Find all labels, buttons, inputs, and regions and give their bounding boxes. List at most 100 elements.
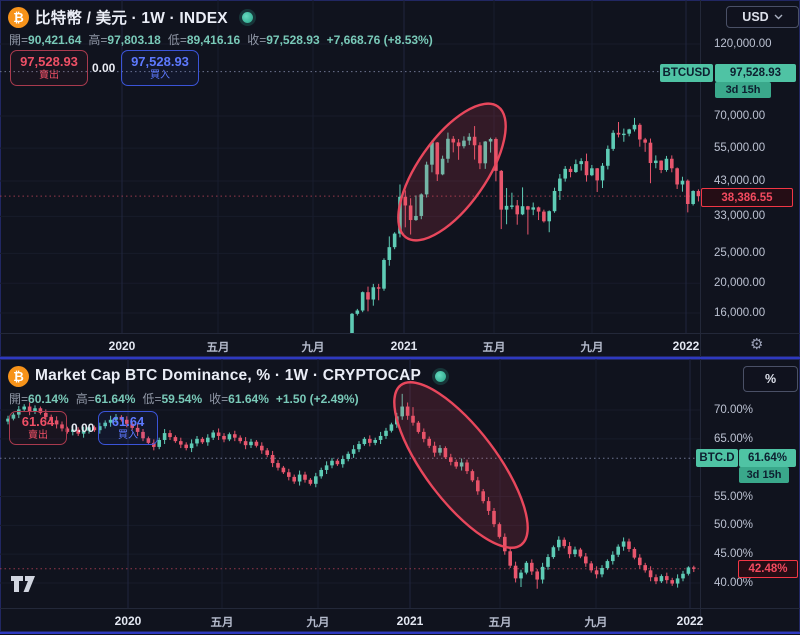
ohlc-close-label: 收= bbox=[209, 392, 229, 406]
ohlc-change-value: +1.50 (+2.49%) bbox=[275, 392, 359, 406]
grid-lines bbox=[0, 359, 700, 609]
ohlc-low-value: 89,416.16 bbox=[186, 33, 241, 47]
sell-label: 賣出 bbox=[39, 69, 59, 81]
pane-divider[interactable] bbox=[0, 357, 800, 359]
axis-price-tag: 97,528.93 bbox=[715, 64, 796, 82]
price-axis-btcusd[interactable]: 120,000.00 70,000.00 55,000.00 43,000.00 33,… bbox=[700, 0, 800, 357]
market-status-icon bbox=[435, 370, 447, 382]
time-tick-label: 九月 bbox=[301, 342, 325, 354]
price-tick-label: 33,000.00 bbox=[714, 210, 766, 223]
symbol-header: ₿ Market Cap BTC Dominance, % · 1W · CRY… bbox=[8, 365, 447, 387]
price-tick-label: 55,000.00 bbox=[714, 142, 766, 155]
bar-countdown-tag: 3d 15h bbox=[715, 82, 771, 98]
axis-symbol-tag: BTC.D bbox=[696, 449, 738, 467]
bull-run-ellipse-annotation[interactable] bbox=[378, 87, 525, 257]
time-tick-label: 五月 bbox=[488, 617, 512, 629]
time-tick-label: 九月 bbox=[580, 342, 604, 354]
bitcoin-icon: ₿ bbox=[8, 365, 29, 387]
price-tick-label: 65.00% bbox=[714, 432, 754, 445]
candlesticks bbox=[350, 117, 700, 334]
symbol-header: ₿ 比特幣 / 美元 · 1W · INDEX bbox=[8, 6, 253, 28]
symbol-title[interactable]: 比特幣 / 美元 · 1W · INDEX bbox=[35, 10, 228, 27]
buy-button[interactable]: 61.64 買入 bbox=[98, 411, 158, 445]
ohlc-open-value: 60.14% bbox=[28, 392, 69, 406]
market-status-icon bbox=[241, 11, 253, 23]
time-tick-label: 2021 bbox=[396, 614, 424, 628]
time-tick-label: 2022 bbox=[676, 614, 704, 628]
time-tick-label: 2021 bbox=[390, 339, 418, 353]
sell-button[interactable]: 61.64 賣出 bbox=[9, 411, 67, 445]
time-tick-label: 五月 bbox=[206, 342, 230, 354]
ohlc-open-label: 開= bbox=[9, 33, 29, 47]
dominance-drop-ellipse-annotation[interactable] bbox=[372, 363, 550, 566]
ohlc-open-label: 開= bbox=[9, 392, 29, 406]
btcusd-chart-canvas[interactable] bbox=[0, 0, 700, 334]
chevron-down-icon bbox=[774, 14, 783, 20]
unit-percent-button[interactable]: % bbox=[743, 366, 798, 392]
ohlc-row: 開=90,421.64 高=97,803.18 低=89,416.16 收=97,52… bbox=[9, 31, 433, 48]
axis-price-tag: 61.64% bbox=[739, 449, 796, 467]
time-tick-label: 九月 bbox=[584, 617, 608, 629]
last-close-tag: 42.48% bbox=[738, 560, 798, 578]
btc-dominance-chart-canvas[interactable] bbox=[0, 359, 700, 609]
price-tick-label: 120,000.00 bbox=[714, 38, 772, 50]
bottom-border bbox=[0, 632, 800, 634]
ohlc-open-value: 90,421.64 bbox=[28, 33, 82, 47]
tradingview-logo[interactable] bbox=[10, 575, 37, 593]
last-close-tag: 38,386.55 bbox=[701, 188, 793, 207]
bar-countdown-tag: 3d 15h bbox=[739, 467, 789, 483]
grid-lines bbox=[0, 0, 700, 334]
ohlc-change-value: +7,668.76 (+8.53%) bbox=[326, 33, 433, 47]
ohlc-low-value: 59.54% bbox=[161, 392, 203, 406]
ohlc-low-label: 低= bbox=[142, 392, 162, 406]
pane-btc-dominance: 70.00% 65.00% 55.00% 50.00% 45.00% 40.00% 202… bbox=[0, 359, 800, 632]
ohlc-high-value: 61.64% bbox=[94, 392, 136, 406]
sell-price: 97,528.93 bbox=[20, 54, 78, 70]
price-tick-label: 43,000.00 bbox=[714, 175, 766, 187]
price-axis-btcdom[interactable]: 70.00% 65.00% 55.00% 50.00% 45.00% 40.00% bbox=[700, 359, 800, 632]
settings-gear-icon[interactable]: ⚙ bbox=[750, 336, 764, 353]
time-tick-label: 九月 bbox=[306, 617, 330, 629]
symbol-title[interactable]: Market Cap BTC Dominance, % · 1W · CRYPT… bbox=[35, 367, 422, 384]
ohlc-row: 開=60.14% 高=61.64% 低=59.54% 收=61.64% +1.50 (+… bbox=[9, 390, 359, 407]
buy-button[interactable]: 97,528.93 買入 bbox=[121, 50, 199, 86]
price-tick-label: 16,000.00 bbox=[714, 307, 766, 319]
time-tick-label: 2022 bbox=[672, 339, 700, 353]
ohlc-close-label: 收= bbox=[247, 33, 267, 47]
price-tick-label: 55.00% bbox=[714, 490, 754, 503]
price-tick-label: 45.00% bbox=[714, 548, 754, 561]
ohlc-close-value: 97,528.93 bbox=[266, 33, 320, 47]
pane-btcusd: 120,000.00 70,000.00 55,000.00 43,000.00 33,… bbox=[0, 0, 800, 357]
ohlc-close-value: 61.64% bbox=[228, 392, 269, 406]
unit-label: % bbox=[764, 372, 777, 386]
spread-value: 0.00 bbox=[92, 61, 116, 75]
price-tick-label: 40.00% bbox=[714, 577, 754, 589]
time-axis-btcusd[interactable]: 2020 五月 九月 2021 五月 九月 2022 bbox=[0, 333, 800, 358]
time-tick-label: 2020 bbox=[114, 614, 142, 628]
price-tick-label: 25,000.00 bbox=[714, 247, 766, 260]
currency-label: USD bbox=[742, 10, 769, 24]
spread-value: 0.00 bbox=[71, 421, 95, 435]
price-tick-label: 20,000.00 bbox=[714, 277, 766, 290]
ohlc-high-label: 高= bbox=[88, 33, 108, 47]
time-tick-label: 五月 bbox=[482, 342, 506, 354]
price-tick-label: 70.00% bbox=[714, 404, 754, 416]
time-tick-label: 2020 bbox=[108, 339, 136, 353]
sell-price: 61.64 bbox=[21, 414, 55, 430]
buy-price: 97,528.93 bbox=[131, 54, 189, 70]
axis-symbol-tag: BTCUSD bbox=[660, 64, 713, 82]
price-tick-label: 50.00% bbox=[714, 519, 754, 532]
buy-label: 買入 bbox=[118, 429, 138, 441]
currency-dropdown[interactable]: USD bbox=[726, 6, 799, 28]
buy-label: 買入 bbox=[150, 69, 170, 81]
bitcoin-icon: ₿ bbox=[8, 6, 29, 28]
time-tick-label: 五月 bbox=[210, 617, 234, 629]
price-tick-label: 70,000.00 bbox=[714, 109, 766, 122]
sell-label: 賣出 bbox=[28, 429, 48, 441]
buy-price: 61.64 bbox=[111, 414, 145, 430]
ohlc-high-label: 高= bbox=[75, 392, 95, 406]
sell-button[interactable]: 97,528.93 賣出 bbox=[10, 50, 88, 86]
time-axis-btcdom[interactable]: 2020 五月 九月 2021 五月 九月 2022 bbox=[0, 608, 800, 633]
ohlc-low-label: 低= bbox=[167, 33, 187, 47]
